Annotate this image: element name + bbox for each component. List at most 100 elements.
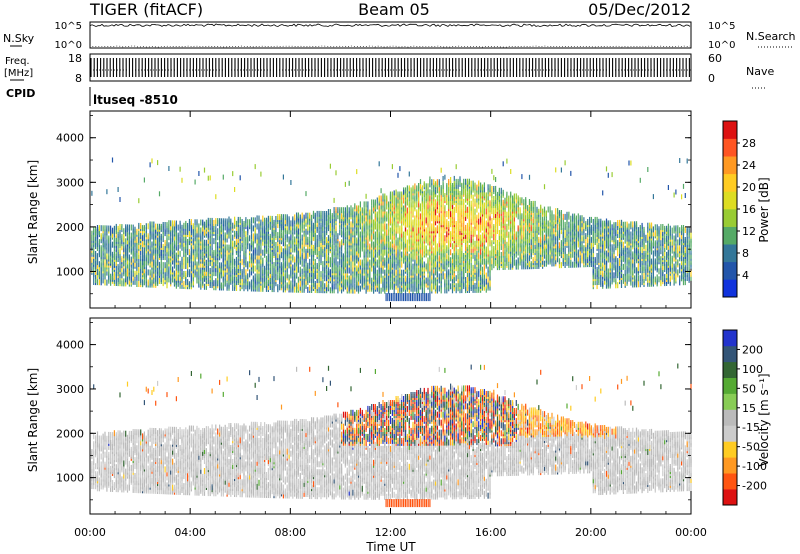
- data-cell: [324, 271, 326, 278]
- data-cell: [305, 228, 307, 235]
- data-cell: [110, 229, 112, 236]
- data-cell: [320, 275, 322, 282]
- data-cell: [352, 229, 354, 236]
- data-cell: [371, 205, 373, 212]
- data-cell: [382, 205, 384, 212]
- data-cell: [301, 234, 303, 241]
- data-cell: [254, 227, 256, 234]
- data-cell: [299, 280, 301, 287]
- data-cell: [100, 245, 102, 252]
- data-cell: [436, 201, 438, 208]
- data-cell: [438, 207, 440, 214]
- data-cell: [219, 240, 221, 247]
- data-cell: [378, 273, 380, 280]
- data-cell: [249, 255, 251, 262]
- data-cell: [117, 250, 119, 256]
- data-cell: [211, 252, 213, 258]
- data-cell: [168, 242, 170, 249]
- data-cell: [249, 269, 251, 276]
- data-cell: [145, 239, 147, 246]
- data-cell: [312, 262, 315, 269]
- data-cell: [179, 250, 181, 257]
- data-cell: [185, 228, 187, 235]
- data-cell: [333, 227, 335, 234]
- data-cell: [393, 287, 395, 294]
- data-cell: [134, 278, 136, 285]
- data-cell: [391, 247, 393, 254]
- data-cell: [111, 263, 114, 270]
- data-cell: [213, 266, 215, 273]
- data-cell: [128, 278, 130, 285]
- data-cell: [286, 282, 288, 289]
- data-cell: [160, 223, 162, 230]
- data-cell: [346, 285, 348, 292]
- data-cell: [408, 287, 410, 294]
- data-cell: [354, 269, 356, 276]
- data-cell: [183, 222, 185, 229]
- data-cell: [196, 245, 198, 252]
- data-cell: [188, 231, 191, 238]
- data-cell: [277, 214, 279, 220]
- data-cell: [194, 233, 196, 240]
- data-cell: [215, 218, 217, 225]
- data-cell: [219, 262, 221, 269]
- data-cell: [147, 269, 149, 276]
- data-cell: [175, 268, 177, 275]
- data-cell: [275, 260, 277, 267]
- data-cell: [352, 285, 354, 292]
- data-cell: [247, 273, 249, 280]
- data-cell: [260, 229, 262, 236]
- data-cell: [414, 283, 416, 290]
- data-cell: [265, 245, 268, 252]
- data-cell: [277, 222, 279, 228]
- data-cell: [183, 271, 185, 277]
- data-cell: [341, 281, 343, 288]
- data-cell: [126, 238, 129, 245]
- data-cell: [444, 273, 446, 280]
- data-cell: [324, 275, 326, 282]
- data-cell: [344, 259, 346, 266]
- data-cell: [401, 251, 403, 258]
- data-cell: [119, 266, 121, 273]
- data-cell: [115, 223, 117, 230]
- data-cell: [344, 231, 346, 238]
- data-cell: [132, 234, 134, 241]
- data-cell: [168, 224, 170, 231]
- data-cell: [173, 276, 176, 283]
- data-cell: [448, 255, 450, 262]
- data-cell: [128, 228, 130, 235]
- data-cell: [175, 226, 177, 233]
- data-cell: [389, 275, 392, 282]
- data-cell: [126, 262, 129, 269]
- data-cell: [311, 246, 313, 253]
- data-cell: [213, 224, 215, 230]
- data-cell: [312, 254, 315, 261]
- data-cell: [123, 278, 125, 285]
- data-cell: [151, 277, 153, 284]
- data-cell: [282, 248, 284, 255]
- data-cell: [446, 269, 448, 276]
- data-cell: [341, 273, 343, 280]
- data-cell: [96, 263, 99, 270]
- data-cell: [237, 242, 239, 249]
- data-cell: [179, 282, 181, 289]
- data-cell: [444, 193, 446, 200]
- data-cell: [162, 276, 164, 283]
- data-cell: [147, 279, 149, 286]
- data-cell: [162, 272, 164, 279]
- data-cell: [444, 235, 446, 242]
- data-cell: [149, 239, 151, 246]
- data-cell: [455, 164, 457, 170]
- data-cell: [130, 274, 132, 281]
- data-cell: [451, 253, 454, 260]
- data-cell: [217, 218, 219, 225]
- data-cell: [256, 249, 258, 256]
- data-cell: [286, 266, 288, 273]
- data-cell: [277, 232, 279, 239]
- data-cell: [331, 225, 333, 232]
- data-cell: [389, 217, 392, 224]
- data-cell: [243, 221, 245, 227]
- data-cell: [111, 273, 114, 280]
- data-cell: [143, 247, 145, 254]
- data-cell: [203, 247, 206, 254]
